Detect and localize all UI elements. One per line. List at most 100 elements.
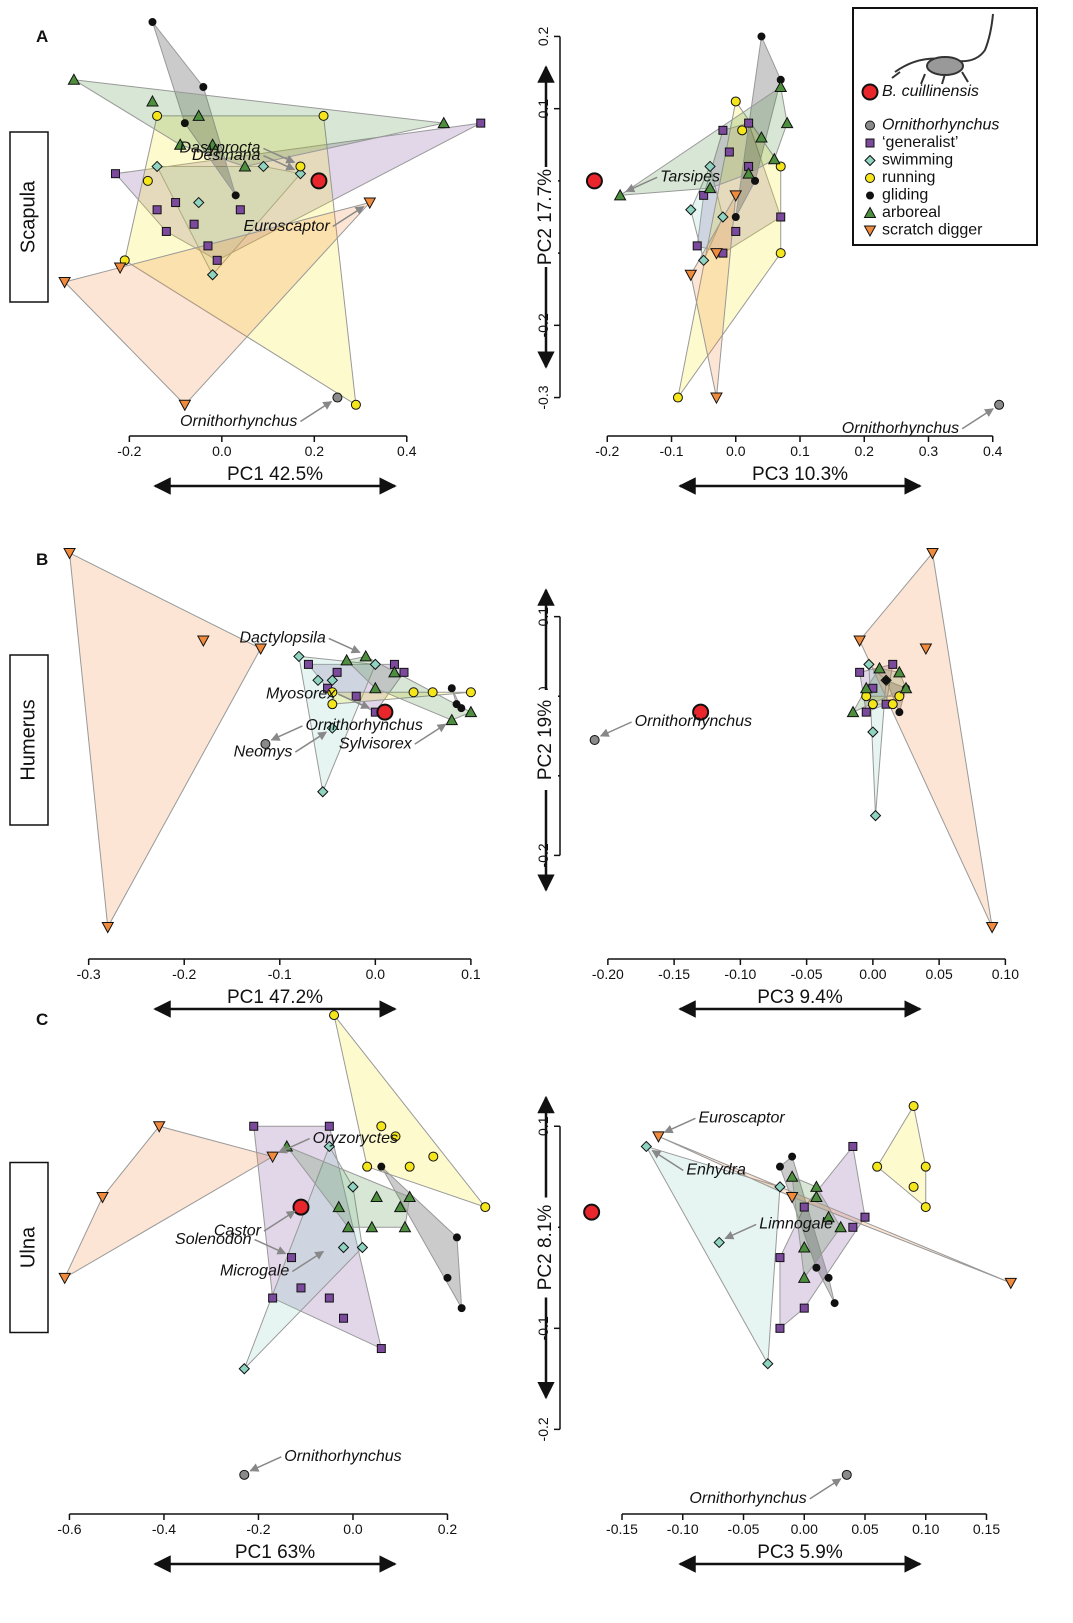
point [333,668,341,676]
x-tick-label: 0.1 [461,966,481,982]
x-tick-label: 0.4 [983,443,1003,459]
point [831,1300,838,1307]
point [153,111,162,120]
point [429,1152,438,1161]
x-tick-label: 0.05 [851,1521,878,1537]
annotation: Ornithorhynchus [305,717,422,734]
x-tick-label: 0.0 [212,443,232,459]
point [587,173,602,188]
figure: AScapulaBHumerusCUlnaDasyproctaEuroscapt… [0,0,1073,1618]
point [293,1200,308,1215]
annotation: Limnogale [759,1216,833,1233]
point [297,1284,305,1292]
legend-label: scratch digger [882,222,983,239]
point [172,199,180,207]
x-tick-label: -0.2 [172,966,196,982]
point [776,1163,783,1170]
point [868,700,877,709]
plot [584,1102,1016,1480]
point [776,1254,784,1262]
point [360,651,371,661]
point [153,206,161,214]
point [921,1203,930,1212]
point [340,1314,348,1322]
point [59,1273,70,1283]
point [861,1213,869,1221]
point [789,1153,796,1160]
point [719,126,727,134]
x-tick-label: 0.2 [438,1521,458,1537]
point [842,1470,851,1479]
annotation: Tarsipes [660,169,720,186]
point [162,227,170,235]
x-tick-label: 0.3 [919,443,939,459]
x-tick-label: -0.2 [246,1521,270,1537]
point [725,148,733,156]
point [269,1294,277,1302]
legend-label: B. cuillinensis [882,83,979,100]
point [204,242,212,250]
point [862,708,870,716]
plot [64,548,476,932]
row-label: Ulna [17,1226,39,1268]
y-tick-label: -0.2 [535,843,551,867]
point [68,74,79,84]
x-tick-label: 0.15 [973,1521,1000,1537]
point [776,1324,784,1332]
panel-letter: C [36,1010,48,1029]
point [896,709,903,716]
legend-marker [866,121,875,130]
point [584,1205,599,1220]
x-axis-label: PC3 10.3% [752,464,848,485]
point [200,84,207,91]
x-tick-label: -0.6 [57,1521,81,1537]
point [888,700,897,709]
annotation: Microgale [220,1263,289,1280]
x-tick-label: 0.0 [726,443,746,459]
point [448,685,455,692]
x-axis-label: PC1 63% [235,1542,315,1563]
point [377,1345,385,1353]
annotation: Euroscaptor [244,218,331,235]
row-label: Humerus [17,699,39,780]
x-tick-label: 0.4 [397,443,417,459]
annotation-arrow [271,726,302,740]
point [825,1274,832,1281]
y-tick-label: -0.3 [535,385,551,409]
legend-marker [866,139,874,147]
point [444,1274,451,1281]
point [777,213,785,221]
point [987,923,998,933]
annotation: Ornithorhynchus [635,713,752,730]
x-axis-label: PC3 5.9% [757,1542,843,1563]
point [738,126,747,135]
point [458,1305,465,1312]
x-tick-label: -0.20 [592,966,624,982]
point [311,173,326,188]
annotation-arrow [300,402,331,422]
y-tick-label: 0.1 [535,1116,551,1136]
legend-marker [863,85,878,100]
point [363,1162,372,1171]
panel-letter: B [36,550,48,569]
x-tick-label: -0.3 [77,966,101,982]
point [477,119,485,127]
point [111,170,119,178]
x-tick-label: -0.10 [667,1521,699,1537]
y-tick-label: 0.1 [535,607,551,627]
point [143,176,152,185]
point [232,192,239,199]
point [745,119,753,127]
point [213,256,221,264]
point [763,1359,773,1369]
x-tick-label: 0.2 [305,443,325,459]
point [409,688,418,697]
legend-label: swimming [882,152,953,169]
annotation-arrow [329,638,360,652]
point [873,1162,882,1171]
point [466,688,475,697]
annotation: Desmana [192,147,261,164]
legend-label: Ornithorhynchus [882,117,999,134]
annotation: Euroscaptor [698,1110,785,1127]
annotation-arrow [962,409,993,429]
